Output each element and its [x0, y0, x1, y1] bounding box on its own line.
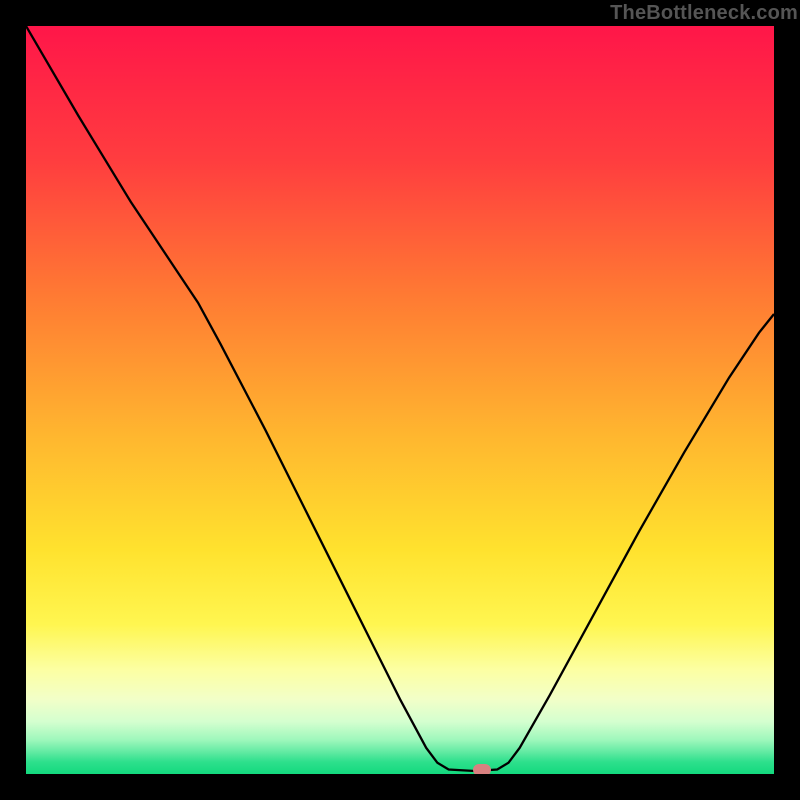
bottleneck-curve — [26, 26, 774, 771]
curve-layer — [26, 26, 774, 774]
watermark-label: TheBottleneck.com — [610, 0, 798, 26]
chart-frame: TheBottleneck.com — [0, 0, 800, 800]
plot-area — [26, 26, 774, 774]
optimal-marker — [473, 764, 491, 774]
